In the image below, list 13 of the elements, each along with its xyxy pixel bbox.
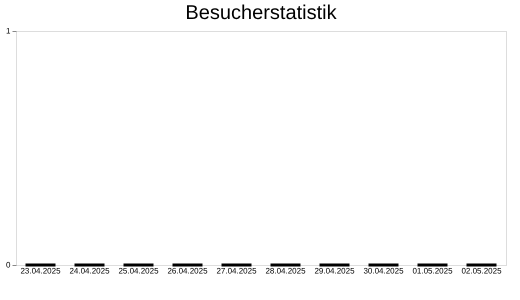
x-tick-label: 30.04.2025 [363,266,404,276]
x-tick-label: 24.04.2025 [69,266,110,276]
x-tick-label: 02.05.2025 [461,266,502,276]
x-tick-label: 23.04.2025 [20,266,62,276]
x-tick-label: 25.04.2025 [118,266,160,276]
chart-title: Besucherstatistik [185,2,338,24]
y-tick-label: 1 [6,26,12,36]
x-tick-label: 26.04.2025 [167,266,208,276]
x-tick-label: 01.05.2025 [412,266,454,276]
x-tick-label: 27.04.2025 [216,266,258,276]
y-tick-label: 0 [6,260,12,270]
x-tick-label: 28.04.2025 [265,266,306,276]
x-tick-label: 29.04.2025 [314,266,356,276]
